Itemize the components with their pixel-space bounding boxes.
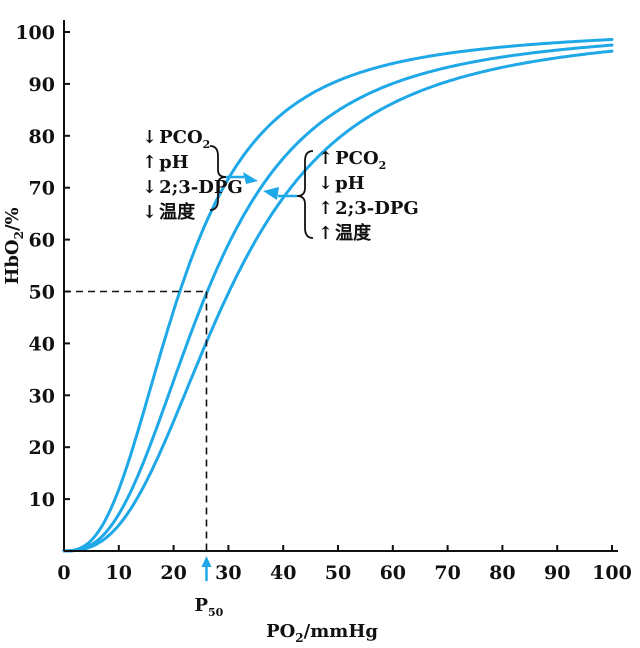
- y-tick-label-60: 60: [29, 230, 55, 252]
- y-tick-label-100: 100: [15, 22, 55, 44]
- y-tick-label-10: 10: [29, 489, 55, 511]
- right-annotation-item-4: ↑ 温度: [318, 222, 372, 244]
- x-axis-title-part: PO: [266, 621, 295, 642]
- x-tick-label-100: 100: [592, 562, 632, 584]
- right-annotation-text-1: PCO: [335, 148, 379, 169]
- p50-arrow-head: [201, 556, 212, 567]
- curve-line-3: [62, 49, 614, 553]
- y-tick-label-90: 90: [29, 74, 55, 96]
- x-tick-label-70: 70: [434, 562, 460, 584]
- right-annotation-item-3: ↑ 2;3-DPG: [318, 198, 419, 219]
- left-annotation-item-2: ↑ pH: [142, 152, 189, 173]
- x-tick-label-10: 10: [106, 562, 132, 584]
- right-annotation-item-2: ↓ pH: [318, 173, 365, 194]
- right-annotation-sub-1: 2: [379, 159, 387, 172]
- left-annotation-arrow-2: ↑: [142, 152, 157, 173]
- x-tick-label-20: 20: [160, 562, 186, 584]
- left-annotation-item-1: ↓ PCO2: [142, 127, 210, 151]
- right-annotation-arrow-3: ↑: [318, 198, 333, 219]
- y-tick-label-20: 20: [29, 437, 55, 459]
- left-annotation-item-3: ↓ 2;3-DPG: [142, 177, 243, 198]
- right-annotation-text-4: 温度: [335, 222, 372, 244]
- annotations-layer: ↓ PCO2↑ pH↓ 2;3-DPG↓ 温度↑ PCO2↓ pH↑ 2;3-DPG↑ 温度: [142, 127, 419, 244]
- y-axis-title: HbO2/%: [2, 207, 26, 284]
- right-annotation-arrow-2: ↓: [318, 173, 333, 194]
- p50-reference-lines: [64, 290, 208, 551]
- right-annotation-arrow-4: ↑: [318, 223, 333, 244]
- x-tick-label-30: 30: [215, 562, 241, 584]
- left-annotation-arrow-1: ↓: [142, 127, 157, 148]
- y-tick-label-70: 70: [29, 178, 55, 200]
- right-pointer-head: [263, 187, 279, 200]
- x-tick-label-0: 0: [57, 562, 70, 584]
- y-tick-label-30: 30: [29, 385, 55, 407]
- axes-layer: 0 10 20 30 40 50 60 70 80 90 100 10 20 30 40 50 60 70 80 90…: [2, 20, 632, 645]
- x-tick-label-60: 60: [380, 562, 406, 584]
- x-axis-title: PO2/mmHg: [266, 621, 378, 645]
- left-annotation-text-1: PCO: [159, 127, 203, 148]
- right-annotation-text-3: 2;3-DPG: [335, 198, 419, 219]
- curve-line-1: [62, 38, 614, 553]
- right-annotation-text-2: pH: [335, 173, 365, 194]
- left-annotation-text-2: pH: [159, 152, 189, 173]
- p50-label-sub: 50: [208, 606, 224, 619]
- x-tick-label-40: 40: [270, 562, 296, 584]
- x-tick-label-90: 90: [544, 562, 570, 584]
- left-annotation-text-4: 温度: [159, 201, 196, 223]
- curves-layer: [62, 38, 614, 553]
- p50-label-main: P: [194, 595, 208, 616]
- right-annotation-arrow-1: ↑: [318, 148, 333, 169]
- left-annotation-sub-1: 2: [203, 138, 211, 151]
- y-axis-title-part: /%: [2, 207, 23, 231]
- left-annotation-arrow-4: ↓: [142, 202, 157, 223]
- y-axis-title-sub: 2: [12, 231, 26, 239]
- x-tick-label-80: 80: [489, 562, 515, 584]
- y-tick-label-40: 40: [29, 333, 55, 355]
- x-axis-title-part: /mmHg: [304, 621, 379, 642]
- left-annotation-arrow-3: ↓: [142, 177, 157, 198]
- p50-label: P50: [194, 595, 223, 619]
- left-annotation-item-4: ↓ 温度: [142, 201, 196, 223]
- y-tick-label-80: 80: [29, 126, 55, 148]
- left-annotation-text-3: 2;3-DPG: [159, 177, 243, 198]
- x-tick-label-50: 50: [325, 562, 351, 584]
- y-axis-title-part: HbO: [2, 239, 23, 284]
- x-axis-title-sub: 2: [295, 631, 303, 645]
- left-pointer-head: [243, 172, 258, 184]
- y-tick-label-50: 50: [29, 282, 55, 304]
- curve-line-2: [62, 43, 614, 553]
- right-annotation-item-1: ↑ PCO2: [318, 148, 386, 172]
